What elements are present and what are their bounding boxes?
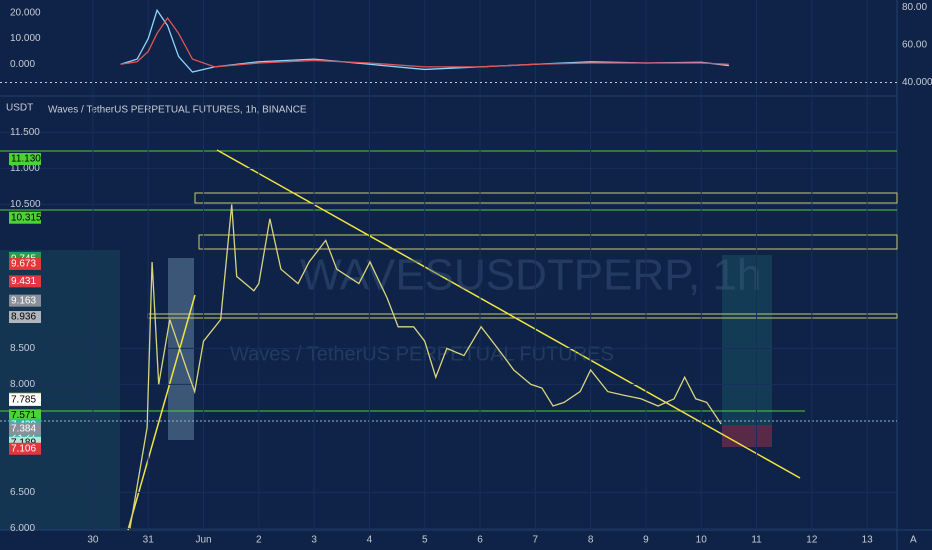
indicator-y2-label: 40.000 [902, 77, 932, 88]
x-tick-label: 8 [588, 535, 594, 546]
price-tag [9, 294, 41, 307]
x-tick-label: 13 [862, 535, 874, 546]
trend-line [127, 294, 196, 531]
price-tag [9, 153, 41, 166]
y-tick-label: 11.500 [10, 127, 40, 138]
price-tag-label: 7.384 [11, 423, 36, 434]
price-tag [9, 275, 41, 288]
y-tick-label: 8.000 [10, 379, 35, 390]
price-tag-label: 9.163 [11, 295, 36, 306]
price-tag-label: 9.673 [11, 259, 36, 270]
x-tick-label: 4 [367, 535, 373, 546]
countdown-tag [9, 430, 41, 442]
position-box [168, 258, 194, 440]
x-tick-label: 3 [311, 535, 317, 546]
indicator-line [120, 8, 729, 73]
y-tick-label: 6.500 [10, 487, 35, 498]
indicator-line [120, 16, 729, 68]
price-tag-label: 7.785 [11, 395, 36, 406]
y-tick-label: 6.000 [10, 523, 35, 534]
price-tag-label: 8.936 [11, 312, 36, 323]
price-tag [9, 393, 41, 406]
chart-title: Waves / TetherUS PERPETUAL FUTURES, 1h, … [48, 105, 307, 116]
position-box [722, 425, 772, 447]
price-tag [9, 442, 41, 455]
watermark-sub: Waves / TetherUS PERPETUAL FUTURES [230, 343, 614, 365]
indicator-y2-label: 80.00 [902, 2, 927, 13]
zone [198, 234, 898, 250]
x-tick-label: Jun [195, 535, 211, 546]
indicator-tick-label: 20.000 [10, 7, 41, 18]
x-tick-label: 9 [643, 535, 649, 546]
y-tick-label: 10.500 [10, 199, 41, 210]
position-box [722, 255, 772, 425]
price-tag [9, 211, 41, 224]
zone [194, 192, 898, 204]
indicator-tick-label: 10.000 [10, 33, 41, 44]
countdown: 23:27 [11, 431, 36, 442]
price-tag-label: 11.130 [11, 154, 41, 165]
price-tag [9, 409, 41, 422]
price-tag [9, 422, 41, 435]
x-tick-label: 2 [256, 535, 262, 546]
auto-button[interactable]: A [910, 535, 917, 546]
price-tag-label: 9.431 [11, 276, 36, 287]
y-tick-label: 11.000 [10, 163, 40, 174]
indicator-tick-label: 0.000 [10, 59, 35, 70]
x-tick-label: 11 [751, 535, 762, 546]
x-tick-label: 31 [143, 535, 155, 546]
x-tick-label: 6 [477, 535, 483, 546]
price-tag [9, 311, 41, 324]
price-tag [9, 257, 41, 270]
price-tag-label: 10.315 [11, 212, 42, 223]
y-tick-label: 8.500 [10, 343, 35, 354]
price-tag-label: 7.106 [11, 443, 36, 454]
x-tick-label: 12 [806, 535, 818, 546]
indicator-y2-label: 60.00 [902, 40, 927, 51]
x-tick-label: 7 [533, 535, 539, 546]
price-line [129, 204, 722, 529]
x-tick-label: 30 [87, 535, 99, 546]
x-tick-label: 10 [696, 535, 708, 546]
unit-label: USDT [6, 103, 33, 114]
price-tag-label: 7.571 [11, 410, 36, 421]
x-tick-label: 5 [422, 535, 428, 546]
